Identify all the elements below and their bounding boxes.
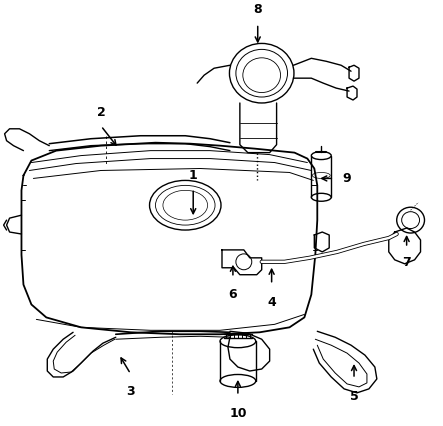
Text: 10: 10 (229, 407, 247, 420)
Text: 4: 4 (267, 296, 276, 309)
Text: 3: 3 (126, 386, 135, 398)
Text: 9: 9 (343, 172, 351, 185)
Text: 2: 2 (97, 106, 105, 119)
Text: 1: 1 (189, 169, 198, 182)
Text: 7: 7 (402, 256, 411, 269)
Text: 8: 8 (253, 3, 262, 16)
Text: 5: 5 (350, 390, 358, 403)
Text: 6: 6 (229, 288, 237, 301)
